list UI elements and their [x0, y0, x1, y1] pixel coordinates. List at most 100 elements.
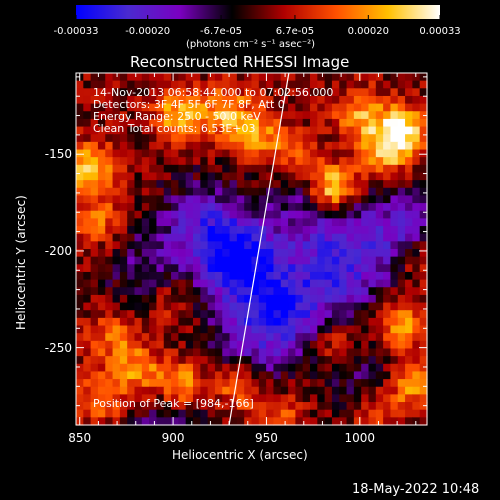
- heatmap-cell: [339, 279, 348, 288]
- heatmap-cell: [412, 371, 421, 380]
- heatmap-cell: [222, 379, 231, 388]
- heatmap-cell: [214, 409, 223, 418]
- heatmap-cell: [280, 371, 289, 380]
- heatmap-cell: [207, 279, 216, 288]
- heatmap-cell: [207, 88, 216, 97]
- heatmap-cell: [251, 172, 260, 181]
- heatmap-cell: [236, 279, 245, 288]
- heatmap-cell: [163, 302, 172, 311]
- heatmap-cell: [97, 271, 106, 281]
- heatmap-cell: [97, 310, 106, 319]
- heatmap-cell: [280, 111, 289, 120]
- heatmap-cell: [273, 287, 282, 296]
- heatmap-cell: [134, 95, 143, 105]
- heatmap-cell: [273, 356, 282, 365]
- heatmap-cell: [112, 279, 121, 288]
- heatmap-cell: [149, 141, 158, 151]
- heatmap-cell: [383, 141, 392, 151]
- heatmap-cell: [339, 88, 348, 97]
- heatmap-cell: [193, 187, 201, 197]
- heatmap-cell: [171, 233, 179, 242]
- heatmap-cell: [419, 317, 428, 327]
- heatmap-cell: [200, 210, 209, 219]
- heatmap-cell: [302, 95, 311, 105]
- heatmap-cell: [317, 187, 326, 197]
- heatmap-cell: [412, 363, 421, 373]
- heatmap-cell: [412, 317, 421, 327]
- heatmap-cell: [97, 348, 106, 357]
- heatmap-cell: [266, 172, 275, 181]
- heatmap-cell: [119, 149, 128, 158]
- heatmap-cell: [397, 302, 406, 311]
- heatmap-cell: [258, 88, 267, 97]
- heatmap-cell: [258, 164, 267, 174]
- heatmap-cell: [397, 118, 406, 128]
- heatmap-cell: [405, 348, 413, 357]
- heatmap-cell: [324, 294, 333, 304]
- heatmap-cell: [127, 394, 136, 403]
- heatmap-cell: [339, 233, 348, 242]
- heatmap-cell: [119, 141, 128, 151]
- heatmap-cell: [185, 141, 194, 151]
- heatmap-cell: [280, 379, 289, 388]
- heatmap-cell: [288, 302, 296, 311]
- heatmap-cell: [149, 409, 158, 418]
- heatmap-cell: [193, 287, 201, 296]
- heatmap-cell: [339, 164, 348, 174]
- heatmap-cell: [244, 241, 253, 250]
- heatmap-cell: [222, 409, 231, 418]
- heatmap-cell: [97, 294, 106, 304]
- heatmap-cell: [105, 164, 114, 174]
- heatmap-cell: [353, 80, 362, 89]
- heatmap-cell: [193, 88, 201, 97]
- heatmap-cell: [163, 386, 172, 395]
- heatmap-cell: [405, 287, 413, 296]
- heatmap-cell: [273, 294, 282, 304]
- heatmap-cell: [163, 249, 172, 258]
- heatmap-cell: [346, 256, 355, 265]
- heatmap-cell: [214, 226, 223, 235]
- heatmap-cell: [405, 172, 413, 181]
- heatmap-cell: [412, 417, 421, 426]
- heatmap-cell: [390, 279, 399, 288]
- heatmap-cell: [90, 356, 99, 365]
- heatmap-cell: [361, 164, 370, 174]
- colorbar-tick-label: 0.00033: [419, 26, 461, 37]
- heatmap-cell: [178, 302, 187, 311]
- heatmap-cell: [229, 271, 238, 281]
- heatmap-cell: [127, 333, 136, 342]
- heatmap-cell: [331, 279, 340, 288]
- heatmap-cell: [405, 333, 413, 342]
- heatmap-cell: [295, 210, 304, 219]
- heatmap-cell: [251, 180, 260, 189]
- heatmap-cell: [346, 325, 355, 334]
- heatmap-cell: [375, 88, 384, 97]
- heatmap-cell: [214, 333, 223, 342]
- heatmap-cell: [339, 126, 348, 135]
- colorbar: [76, 5, 440, 19]
- heatmap-cell: [397, 157, 406, 166]
- heatmap-cell: [295, 172, 304, 181]
- heatmap-cell: [302, 356, 311, 365]
- heatmap-cell: [331, 333, 340, 342]
- heatmap-cell: [171, 164, 179, 174]
- heatmap-cell: [112, 187, 121, 197]
- heatmap-cell: [346, 180, 355, 189]
- heatmap-cell: [134, 195, 143, 204]
- heatmap-cell: [405, 294, 413, 304]
- heatmap-cell: [193, 95, 201, 105]
- heatmap-cell: [317, 379, 326, 388]
- heatmap-cell: [419, 172, 428, 181]
- heatmap-cell: [419, 264, 428, 273]
- heatmap-cell: [375, 241, 384, 250]
- heatmap-cell: [185, 164, 194, 174]
- heatmap-cell: [90, 325, 99, 334]
- heatmap-cell: [419, 95, 428, 105]
- heatmap-cell: [258, 180, 267, 189]
- heatmap-cell: [207, 164, 216, 174]
- heatmap-cell: [83, 402, 92, 411]
- heatmap-cell: [200, 149, 209, 158]
- heatmap-cell: [383, 203, 392, 212]
- heatmap-cell: [200, 340, 209, 350]
- heatmap-cell: [361, 73, 370, 82]
